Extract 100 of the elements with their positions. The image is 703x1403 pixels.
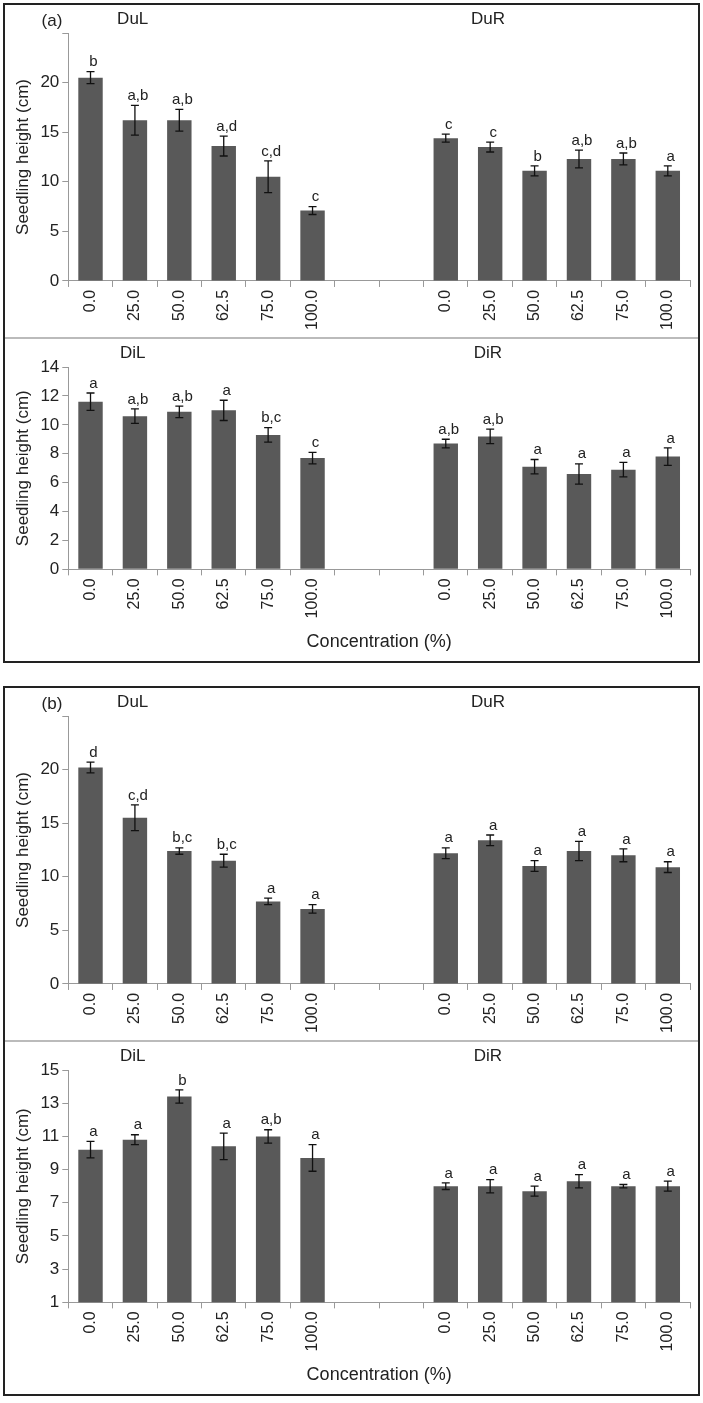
y-tick-label: 13 <box>40 1092 60 1112</box>
x-tick-label: 50.0 <box>524 578 542 610</box>
y-axis-title: Seedling height (cm) <box>12 1108 32 1265</box>
x-tick-label: 75.0 <box>258 578 276 610</box>
y-tick-label: 2 <box>49 530 60 550</box>
y-tick-label: 10 <box>40 866 60 886</box>
y-tick-label: 3 <box>49 1258 60 1278</box>
data-label: a <box>577 444 587 462</box>
x-tick-label: 100.0 <box>658 1311 676 1352</box>
data-label: a <box>533 841 543 859</box>
x-tick-label: 75.0 <box>258 1311 276 1343</box>
data-label: a,b <box>571 130 593 148</box>
y-tick-label: 20 <box>40 759 60 779</box>
x-tick-label: 25.0 <box>125 1311 143 1343</box>
bar <box>255 901 281 984</box>
x-tick-label: 62.5 <box>569 1311 587 1343</box>
data-label: c <box>311 187 320 205</box>
data-label: d <box>89 742 98 760</box>
bar <box>78 401 103 569</box>
x-tick-label: 75.0 <box>258 992 276 1025</box>
bar <box>167 120 192 281</box>
x-tick-label: 0.0 <box>80 289 98 313</box>
x-tick-label: 75.0 <box>258 289 276 322</box>
x-tick-label: 0.0 <box>80 578 98 601</box>
bar <box>167 851 192 984</box>
data-label: a,b <box>615 133 637 151</box>
bar <box>433 138 458 281</box>
x-tick-label: 62.5 <box>569 289 587 322</box>
text: DiL <box>119 343 146 363</box>
x-tick-label: 75.0 <box>613 289 631 322</box>
bar <box>477 436 503 569</box>
data-label: b <box>178 1070 187 1088</box>
y-tick-label: 0 <box>49 973 60 993</box>
x-tick-label: 50.0 <box>169 578 187 610</box>
data-label: a <box>577 1155 587 1173</box>
x-tick-label: 25.0 <box>480 289 498 322</box>
y-tick-label: 1 <box>49 1292 60 1312</box>
x-tick-label: 50.0 <box>524 1311 542 1343</box>
x-tick-label: 100.0 <box>302 992 320 1034</box>
bar <box>211 860 236 984</box>
data-label: a <box>666 842 676 860</box>
y-axis-title: Seedling height (cm) <box>12 79 32 235</box>
x-tick-label: 25.0 <box>480 992 498 1025</box>
x-tick-label: 62.5 <box>214 289 232 322</box>
bar <box>300 458 325 569</box>
x-tick-label: 75.0 <box>613 1311 631 1343</box>
bar <box>255 176 281 281</box>
y-tick-label: 15 <box>40 812 60 832</box>
y-tick-label: 10 <box>40 414 60 434</box>
x-tick-label: 50.0 <box>524 289 542 322</box>
data-label: a <box>666 146 676 164</box>
bar <box>611 855 636 984</box>
y-tick-label: 12 <box>40 385 60 405</box>
x-tick-label: 100.0 <box>658 992 676 1034</box>
bar <box>122 416 148 569</box>
data-label: a <box>89 1122 99 1140</box>
data-label: c <box>489 122 498 140</box>
bar <box>655 456 681 569</box>
text: DiL <box>119 1046 146 1066</box>
data-label: a <box>622 829 632 847</box>
x-tick-label: 100.0 <box>658 578 676 619</box>
data-label: c <box>445 114 454 132</box>
bar <box>566 851 592 984</box>
bar <box>255 434 281 569</box>
y-tick-label: 4 <box>49 501 60 521</box>
bar <box>78 767 103 984</box>
data-label: a <box>133 1115 143 1133</box>
x-tick-label: 50.0 <box>524 992 542 1025</box>
x-tick-label: 0.0 <box>436 289 454 313</box>
data-label: c,d <box>261 141 282 159</box>
x-tick-label: 0.0 <box>80 1311 98 1334</box>
y-tick-label: 20 <box>40 72 60 92</box>
y-axis-title: Seedling height (cm) <box>12 772 32 928</box>
text: DuR <box>470 692 505 712</box>
y-tick-label: 15 <box>40 1059 60 1079</box>
x-tick-label: 62.5 <box>214 992 232 1025</box>
data-label: a <box>622 443 632 461</box>
bar <box>211 410 236 569</box>
bar <box>433 443 458 569</box>
y-tick-label: 5 <box>49 920 60 940</box>
data-label: a <box>489 815 498 833</box>
data-label: a <box>533 440 543 458</box>
bar <box>522 866 547 984</box>
data-label: b,c <box>216 834 238 852</box>
text: (a) <box>41 11 63 31</box>
x-tick-label: 0.0 <box>436 992 454 1016</box>
x-tick-label: 25.0 <box>125 289 143 322</box>
y-tick-label: 0 <box>49 559 60 579</box>
data-label: a <box>577 822 587 840</box>
y-tick-label: 14 <box>40 356 60 376</box>
bar <box>122 817 148 984</box>
x-tick-label: 0.0 <box>436 1311 454 1334</box>
x-tick-label: 100.0 <box>302 289 320 331</box>
data-label: a <box>89 373 99 391</box>
y-tick-label: 15 <box>40 121 60 141</box>
data-label: a,b <box>127 86 149 104</box>
x-tick-label: 62.5 <box>214 578 232 610</box>
y-tick-label: 5 <box>49 1225 60 1245</box>
bar <box>566 473 592 569</box>
data-label: a <box>266 878 276 896</box>
